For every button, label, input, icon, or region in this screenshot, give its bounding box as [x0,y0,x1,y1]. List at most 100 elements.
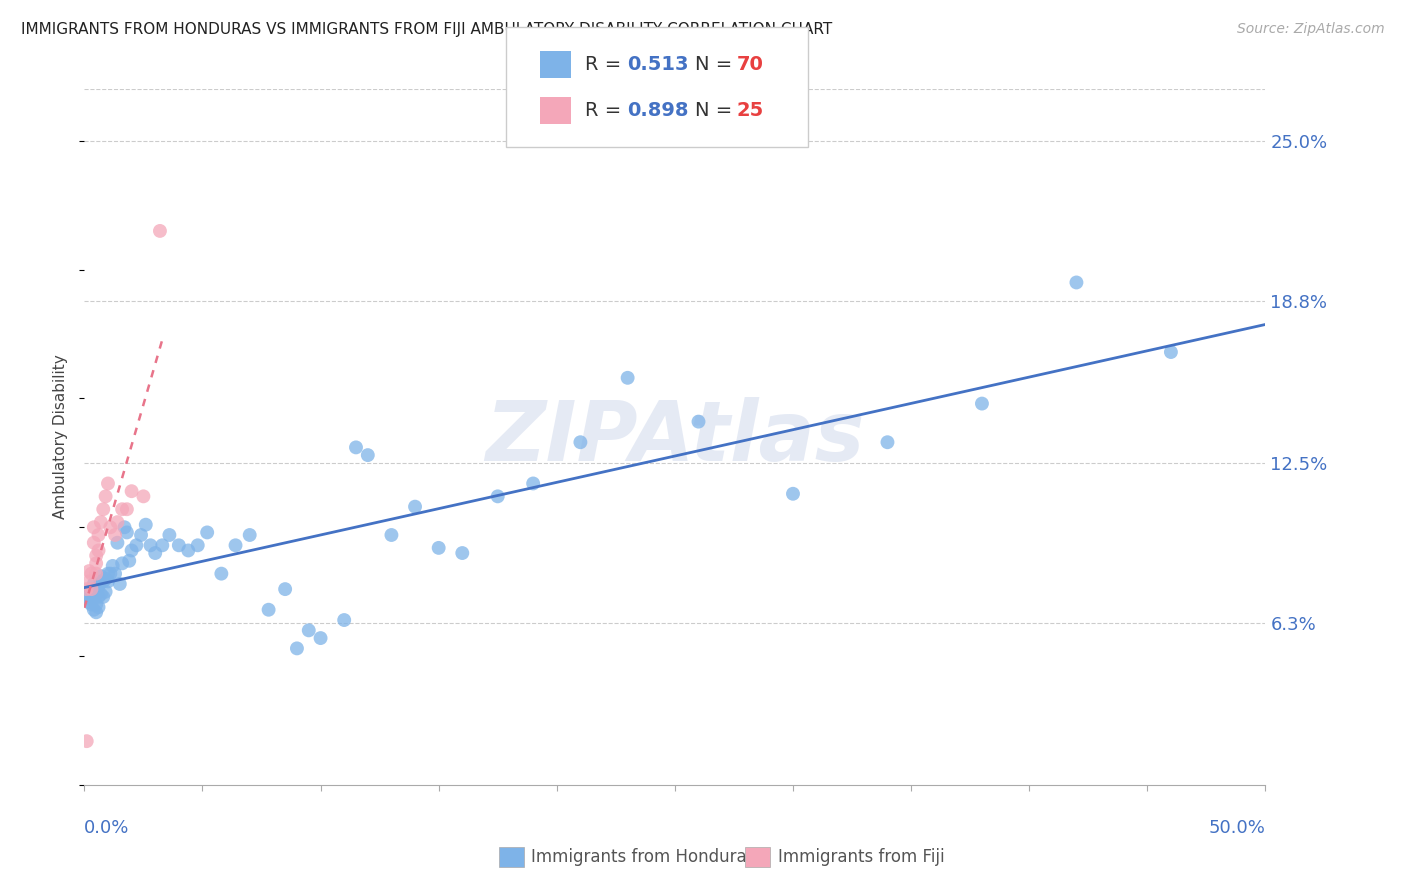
Point [257,603,280,617]
Point [357,448,380,462]
Point [114,520,136,534]
Point [451,546,474,560]
Point [77,574,100,589]
Point [76,582,98,596]
Point [83,535,105,549]
Point [195,525,218,540]
Point [104,528,127,542]
Point [187,538,209,552]
Point [90,569,112,583]
Point [84,566,107,581]
Point [125,538,148,552]
Point [427,541,450,555]
Point [1066,276,1088,290]
Point [91,590,114,604]
Point [167,538,190,552]
Point [101,558,124,573]
Point [150,538,173,552]
Text: 25: 25 [737,102,763,120]
Point [616,371,638,385]
Point [876,435,898,450]
Point [80,582,103,596]
Point [404,500,426,514]
Point [91,574,114,589]
Point [107,535,129,549]
Point [84,549,107,563]
Point [177,543,200,558]
Point [486,489,509,503]
Point [225,538,247,552]
Point [87,600,110,615]
Point [298,624,321,638]
Point [91,502,114,516]
Point [333,613,356,627]
Point [83,603,105,617]
Text: 50.0%: 50.0% [1209,819,1265,837]
Point [80,582,103,596]
Point [83,577,105,591]
Point [76,734,98,748]
Point [132,489,155,503]
Point [80,598,103,612]
Point [115,525,138,540]
Point [274,582,297,596]
Point [688,415,710,429]
Point [118,554,141,568]
Point [107,515,129,529]
Point [285,641,308,656]
Point [94,489,117,503]
Text: 0.0%: 0.0% [84,819,129,837]
Point [344,441,367,455]
Point [1160,345,1182,359]
Text: Immigrants from Fiji: Immigrants from Fiji [778,848,945,866]
Point [782,487,804,501]
Point [380,528,402,542]
Point [97,574,120,589]
Point [111,502,134,516]
Point [87,528,110,542]
Point [157,528,180,542]
Text: 0.898: 0.898 [627,102,689,120]
Point [94,584,117,599]
Point [90,574,112,589]
Point [94,572,117,586]
Point [87,590,110,604]
Point [87,543,110,558]
Point [98,520,121,534]
Text: 0.513: 0.513 [627,55,689,74]
Point [121,484,143,499]
Point [90,587,112,601]
Point [83,520,105,534]
Point [84,598,107,612]
Point [98,566,121,581]
Point [84,605,107,619]
Point [129,528,152,542]
Point [76,590,98,604]
Point [83,590,105,604]
Point [77,564,100,578]
Point [90,515,112,529]
Text: ZIPAtlas: ZIPAtlas [485,397,865,477]
Text: R =: R = [585,102,627,120]
Text: Immigrants from Honduras: Immigrants from Honduras [531,848,756,866]
Point [84,557,107,571]
Point [80,566,103,581]
Text: R =: R = [585,55,627,74]
Point [569,435,592,450]
Point [97,476,120,491]
Point [111,557,134,571]
Text: N =: N = [695,102,738,120]
Point [104,566,127,581]
Point [209,566,232,581]
Point [77,584,100,599]
Point [84,587,107,601]
Point [149,224,172,238]
Text: N =: N = [695,55,738,74]
Text: Source: ZipAtlas.com: Source: ZipAtlas.com [1237,22,1385,37]
Point [77,595,100,609]
Point [87,580,110,594]
Text: IMMIGRANTS FROM HONDURAS VS IMMIGRANTS FROM FIJI AMBULATORY DISABILITY CORRELATI: IMMIGRANTS FROM HONDURAS VS IMMIGRANTS F… [21,22,832,37]
Point [970,396,993,410]
Point [139,538,162,552]
Point [115,502,138,516]
